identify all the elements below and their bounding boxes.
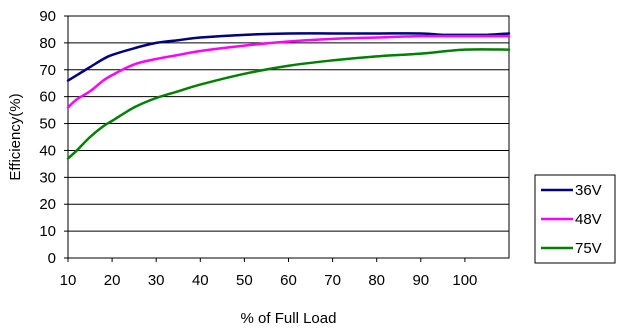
x-axis-ticks: 10 20 30 40 50 60 70 80 90 100 (60, 258, 477, 289)
y-tick-label: 90 (39, 8, 56, 25)
series-line-75V (66, 48, 511, 160)
x-tick-label: 70 (324, 272, 341, 289)
x-tick-label: 30 (148, 272, 165, 289)
y-tick-label: 70 (39, 62, 56, 79)
x-tick-label: 40 (192, 272, 209, 289)
y-axis-ticks: 0 10 20 30 40 50 60 70 80 90 (39, 8, 68, 267)
series-line-48V (66, 34, 511, 109)
series-lines (66, 32, 511, 160)
legend-label-36V: 36V (575, 182, 602, 199)
x-tick-label: 60 (280, 272, 297, 289)
y-tick-label: 50 (39, 116, 56, 133)
y-tick-label: 30 (39, 169, 56, 186)
y-tick-label: 80 (39, 35, 56, 52)
y-axis-title: Efficiency(%) (7, 93, 24, 180)
legend: 36V 48V 75V (534, 174, 616, 264)
x-tick-label: 80 (368, 272, 385, 289)
y-tick-label: 10 (39, 223, 56, 240)
y-tick-label: 20 (39, 196, 56, 213)
x-axis-title: % of Full Load (241, 310, 337, 327)
x-tick-label: 10 (60, 272, 77, 289)
y-tick-label: 40 (39, 142, 56, 159)
x-tick-label: 90 (412, 272, 429, 289)
y-tick-label: 0 (48, 250, 56, 267)
x-tick-label: 20 (104, 272, 121, 289)
y-tick-label: 60 (39, 89, 56, 106)
x-tick-label: 100 (452, 272, 477, 289)
legend-label-48V: 48V (575, 211, 602, 228)
legend-label-75V: 75V (575, 240, 602, 257)
x-tick-label: 50 (236, 272, 253, 289)
